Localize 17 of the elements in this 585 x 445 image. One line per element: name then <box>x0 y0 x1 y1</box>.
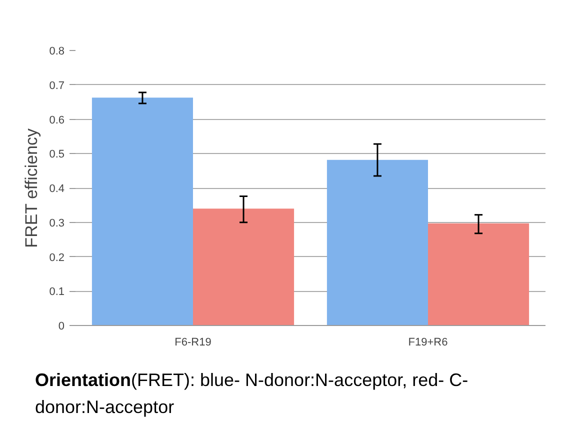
y-tick-label: 0.3 <box>49 217 65 230</box>
y-tick-label: 0.7 <box>49 80 65 92</box>
y-tick-label: 0.1 <box>49 286 65 298</box>
y-axis-title: FRET efficiency <box>22 128 42 248</box>
y-tick-label: 0 <box>58 320 65 332</box>
y-tick-label: 0.6 <box>49 114 65 126</box>
y-tick-label: 0.2 <box>49 252 65 264</box>
bar <box>326 160 428 326</box>
bar <box>92 98 193 326</box>
y-tick-label: 0.5 <box>49 148 65 161</box>
y-tick-label: 0.4 <box>49 183 65 195</box>
bar <box>428 223 530 326</box>
x-tick-label: F6-R19 <box>174 336 212 348</box>
text: Orientation(FRET): blue- N-donor:N-acceptor, red- C-donor:N-acceptor <box>35 369 470 419</box>
bar <box>193 208 294 326</box>
x-tick-label: F19+R6 <box>408 336 448 348</box>
y-tick-label: 0.8 <box>49 46 65 58</box>
